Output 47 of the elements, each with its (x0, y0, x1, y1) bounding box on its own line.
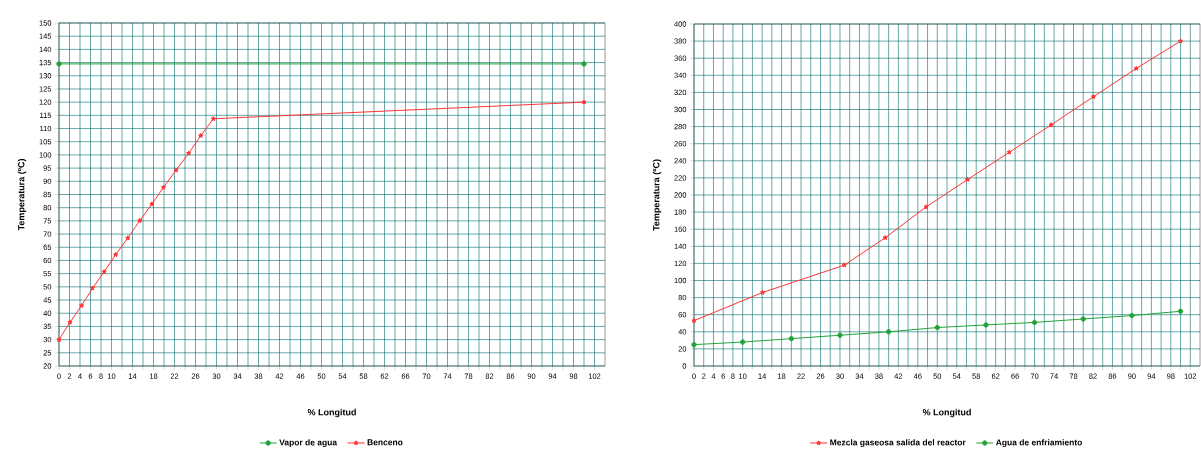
point (837, 332, 843, 338)
point (149, 201, 155, 207)
point (137, 217, 143, 223)
point (788, 335, 795, 342)
point (581, 61, 587, 67)
point (101, 269, 107, 275)
point (90, 285, 96, 291)
y-axis-title: Temperatura (ºC) (17, 159, 27, 231)
y-axis-title: Temperatura (ºC) (652, 159, 662, 231)
point (885, 329, 892, 335)
point (160, 184, 167, 190)
legend-label: Benceno (367, 439, 403, 446)
point (113, 251, 119, 257)
point (78, 302, 85, 308)
point (1177, 38, 1184, 44)
point (760, 289, 766, 295)
point (691, 317, 697, 323)
legend-label: Agua de enfriamiento (995, 439, 1082, 448)
point (983, 322, 989, 328)
point (1129, 312, 1135, 319)
point (581, 99, 587, 105)
point (67, 319, 73, 325)
legend-label: Vapor de agua (279, 439, 338, 448)
x-axis-title: % Longitud (307, 408, 356, 418)
point (56, 61, 62, 67)
point (1080, 316, 1086, 322)
point (186, 150, 192, 156)
point (198, 132, 204, 138)
point (173, 167, 179, 173)
point (1090, 93, 1097, 99)
point (1006, 149, 1012, 155)
point (210, 116, 216, 122)
legend-label: Mezcla gaseosa salida del reactor (830, 439, 966, 448)
x-axis-title: % Longitud (922, 408, 971, 418)
point (1133, 65, 1139, 71)
point (691, 341, 697, 348)
point (1177, 308, 1184, 314)
point (882, 235, 888, 241)
point (923, 204, 929, 210)
point (125, 235, 131, 241)
point (964, 176, 971, 182)
point (841, 262, 847, 268)
point (56, 336, 62, 342)
point (1031, 319, 1038, 326)
point (934, 324, 940, 331)
point (1048, 122, 1054, 128)
point (739, 339, 746, 345)
